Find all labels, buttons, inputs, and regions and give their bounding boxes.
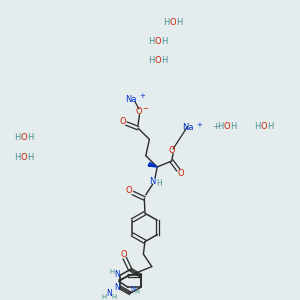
Text: O: O (178, 169, 184, 178)
Text: H: H (230, 122, 236, 130)
Text: N: N (115, 270, 120, 279)
Text: N: N (149, 177, 155, 186)
Text: O: O (21, 153, 27, 162)
Text: H: H (161, 37, 167, 46)
Text: N: N (115, 284, 120, 292)
Text: H: H (161, 56, 167, 65)
Text: H: H (111, 294, 116, 300)
Text: O: O (154, 56, 161, 65)
Text: H: H (110, 269, 115, 275)
Text: H: H (176, 18, 182, 27)
Text: Na: Na (182, 123, 194, 132)
Text: H: H (27, 153, 34, 162)
Text: H: H (148, 37, 154, 46)
Text: +: + (139, 93, 145, 99)
Text: O: O (168, 146, 175, 155)
Text: H: H (27, 134, 34, 142)
Text: H: H (267, 122, 274, 130)
Text: Na: Na (125, 95, 137, 104)
Text: H: H (217, 122, 223, 130)
Text: N: N (106, 289, 112, 298)
Text: O: O (119, 117, 126, 126)
Text: H: H (148, 56, 154, 65)
Text: H: H (14, 134, 21, 142)
Text: O: O (154, 37, 161, 46)
Text: O: O (169, 18, 176, 27)
Text: O: O (261, 122, 267, 130)
Text: O: O (136, 107, 142, 116)
Text: +: + (212, 122, 220, 130)
Text: +: + (196, 122, 202, 128)
Text: H: H (135, 289, 140, 295)
Text: H: H (163, 18, 169, 27)
Text: H: H (14, 153, 21, 162)
Polygon shape (148, 163, 157, 167)
Text: N: N (131, 286, 136, 292)
Text: H: H (102, 294, 107, 300)
Text: O: O (121, 250, 128, 259)
Text: O: O (125, 186, 132, 195)
Text: O: O (223, 122, 230, 130)
Text: H: H (254, 122, 261, 130)
Text: O: O (21, 134, 27, 142)
Text: H: H (156, 179, 162, 188)
Text: −: − (142, 106, 148, 112)
